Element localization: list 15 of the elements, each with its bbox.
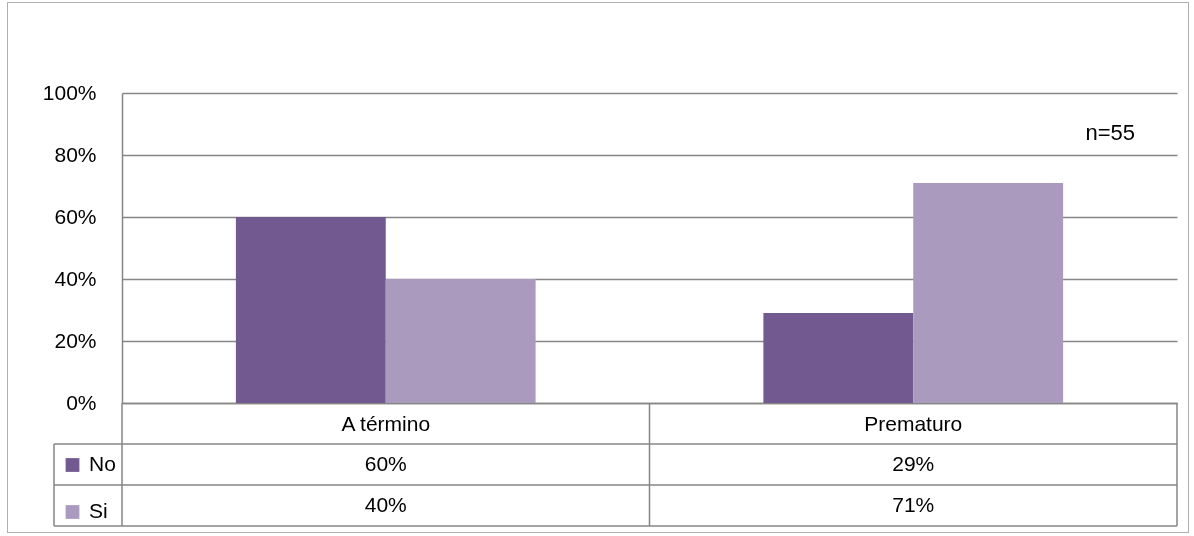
x-tick-label: A término (341, 411, 431, 435)
data-label: 60% (364, 451, 407, 475)
y-tick-label: 80% (54, 142, 97, 166)
legend-label: Si (89, 499, 108, 522)
data-label: 40% (364, 492, 407, 516)
y-tick-label: 60% (54, 204, 97, 228)
y-tick-label: 0% (66, 390, 97, 414)
data-label: 29% (892, 451, 935, 475)
x-tick-label: Prematuro (864, 411, 963, 435)
y-tick-label: 100% (42, 80, 97, 104)
y-tick-label: 20% (54, 328, 97, 352)
annotation: n=55 (1085, 120, 1135, 145)
data-label: 71% (892, 492, 935, 516)
y-tick-label: 40% (54, 266, 97, 290)
legend-label: No (89, 452, 116, 475)
